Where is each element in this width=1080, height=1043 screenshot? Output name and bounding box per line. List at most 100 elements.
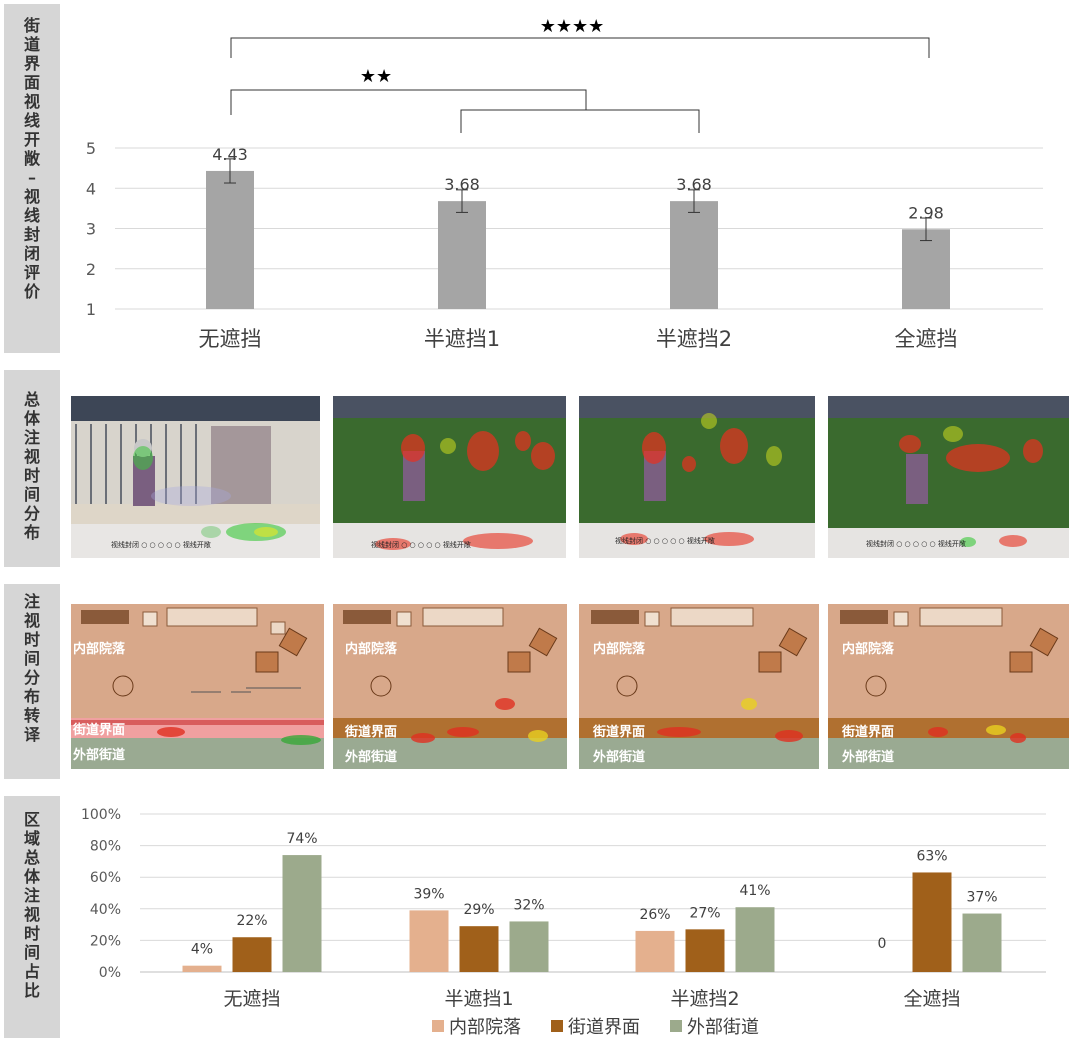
significance-2star: ★★ xyxy=(360,66,392,87)
row-label-box-3: 注视时间分布转译 xyxy=(4,584,60,779)
y-tick-label: 20% xyxy=(90,933,121,949)
rating-scale-4: 视线封闭 ○ ○ ○ ○ ○ 视线开敞 xyxy=(866,540,966,548)
plan-label-inner-2: 内部院落 xyxy=(345,642,398,657)
plan-label-inner-1: 内部院落 xyxy=(73,642,126,657)
x-category-label: 无遮挡 xyxy=(223,988,280,1010)
bar xyxy=(509,921,549,972)
data-label: 27% xyxy=(689,905,720,921)
x-category-label: 半遮挡2 xyxy=(656,327,732,351)
bar xyxy=(409,910,449,972)
heatmap-scene-3 xyxy=(579,396,815,558)
heatmap-panel-3: 视线封闭 ○ ○ ○ ○ ○ 视线开敞 xyxy=(579,396,815,558)
plan-panel-3: 内部院落 街道界面 外部街道 xyxy=(579,604,819,769)
significance-4star: ★★★★ xyxy=(540,16,605,37)
rating-scale-1: 视线封闭 ○ ○ ○ ○ ○ 视线开敞 xyxy=(111,541,211,549)
data-label: 26% xyxy=(639,907,670,923)
data-label: 3.68 xyxy=(676,175,712,194)
y-tick-label: 2 xyxy=(86,260,96,279)
data-label: 41% xyxy=(739,883,770,899)
heatmap-panel-2: 视线封闭 ○ ○ ○ ○ ○ 视线开敞 xyxy=(333,396,566,558)
bar xyxy=(962,913,1002,972)
proportion-chart: 0% 20% 40% 60% 80% 100% 4% 22% 74% 无遮挡 39% 29% 32% 半遮… xyxy=(81,807,1046,1038)
legend-label: 外部街道 xyxy=(687,1017,759,1038)
plan-panel-2: 内部院落 街道界面 外部街道 xyxy=(333,604,567,769)
bar xyxy=(459,926,499,972)
heatmap-scene-2 xyxy=(333,396,566,558)
plan-label-interface-1: 街道界面 xyxy=(73,723,126,738)
plan-drawing-3 xyxy=(579,604,819,769)
data-label: 39% xyxy=(413,886,444,902)
y-tick-label: 80% xyxy=(90,839,121,855)
bar xyxy=(670,201,718,309)
y-tick-label: 60% xyxy=(90,870,121,886)
bracket-2 xyxy=(230,89,587,115)
plan-label-inner-4: 内部院落 xyxy=(842,642,895,657)
x-category-label: 全遮挡 xyxy=(903,988,960,1010)
y-tick-label: 5 xyxy=(86,139,96,158)
bar xyxy=(912,872,952,972)
plan-drawing-4 xyxy=(828,604,1069,769)
data-label: 4% xyxy=(191,942,213,958)
heatmap-scene-1 xyxy=(71,396,320,558)
data-label: 3.68 xyxy=(444,175,480,194)
legend-swatch xyxy=(551,1020,563,1032)
plan-drawing-1 xyxy=(71,604,324,769)
y-tick-label: 1 xyxy=(86,300,96,319)
row-label-box-4: 区域总体注视时间占比 xyxy=(4,796,60,1038)
data-label: 74% xyxy=(286,831,317,847)
legend-swatch xyxy=(670,1020,682,1032)
y-tick-label: 100% xyxy=(81,807,121,823)
bar xyxy=(282,855,322,972)
legend-label: 街道界面 xyxy=(568,1017,640,1038)
plan-label-outer-3: 外部街道 xyxy=(593,750,646,765)
plan-label-interface-2: 街道界面 xyxy=(345,725,398,740)
x-category-label: 半遮挡1 xyxy=(444,988,513,1010)
rating-scale-2: 视线封闭 ○ ○ ○ ○ ○ 视线开敞 xyxy=(371,541,471,549)
rating-chart: ★★★★ ★★ 1 2 3 4 5 4.43 无遮挡 3.68 半遮挡1 3.68 半遮挡2 2.98… xyxy=(86,16,1043,351)
x-category-label: 全遮挡 xyxy=(895,327,958,351)
plan-label-interface-4: 街道界面 xyxy=(842,725,895,740)
plan-drawing-2 xyxy=(333,604,567,769)
row-label-3: 注视时间分布转译 xyxy=(23,592,40,744)
plan-panel-1: 内部院落 街道界面 外部街道 xyxy=(71,604,324,769)
x-category-label: 无遮挡 xyxy=(199,327,262,351)
bar xyxy=(902,229,950,309)
plan-label-inner-3: 内部院落 xyxy=(593,642,646,657)
data-label: 29% xyxy=(463,902,494,918)
rating-scale-3: 视线封闭 ○ ○ ○ ○ ○ 视线开敞 xyxy=(615,537,715,545)
data-label: 4.43 xyxy=(212,145,248,164)
data-label: 63% xyxy=(916,848,947,864)
plan-label-outer-4: 外部街道 xyxy=(842,750,895,765)
bar xyxy=(182,965,222,972)
data-label: 2.98 xyxy=(908,203,944,222)
data-label: 0 xyxy=(878,936,887,952)
row-label-box-2: 总体注视时间分布 xyxy=(4,370,60,567)
bar xyxy=(206,170,254,309)
bracket-1 xyxy=(230,37,930,58)
y-tick-label: 3 xyxy=(86,220,96,239)
row-label-1: 街道界面视线开敞 – 视线封闭评价 xyxy=(23,16,40,301)
y-tick-label: 40% xyxy=(90,902,121,918)
bar xyxy=(438,201,486,309)
heatmap-scene-4 xyxy=(828,396,1069,558)
heatmap-panel-1: 视线封闭 ○ ○ ○ ○ ○ 视线开敞 xyxy=(71,396,320,558)
bar xyxy=(232,937,272,972)
data-label: 37% xyxy=(966,890,997,906)
x-category-label: 半遮挡1 xyxy=(424,327,500,351)
plan-label-interface-3: 街道界面 xyxy=(593,725,646,740)
plan-label-outer-1: 外部街道 xyxy=(73,748,126,763)
row-label-4: 区域总体注视时间占比 xyxy=(23,810,40,1000)
y-tick-label: 0% xyxy=(99,965,121,981)
bar xyxy=(635,930,675,972)
data-label: 22% xyxy=(236,913,267,929)
legend-swatch xyxy=(432,1020,444,1032)
bar xyxy=(685,929,725,972)
heatmap-panel-4: 视线封闭 ○ ○ ○ ○ ○ 视线开敞 xyxy=(828,396,1069,558)
plan-label-outer-2: 外部街道 xyxy=(345,750,398,765)
y-tick-label: 4 xyxy=(86,179,96,198)
row-label-box-1: 街道界面视线开敞 – 视线封闭评价 xyxy=(4,4,60,353)
x-category-label: 半遮挡2 xyxy=(670,988,739,1010)
bar xyxy=(735,907,775,972)
bracket-3 xyxy=(460,109,700,133)
legend-label: 内部院落 xyxy=(449,1017,521,1038)
